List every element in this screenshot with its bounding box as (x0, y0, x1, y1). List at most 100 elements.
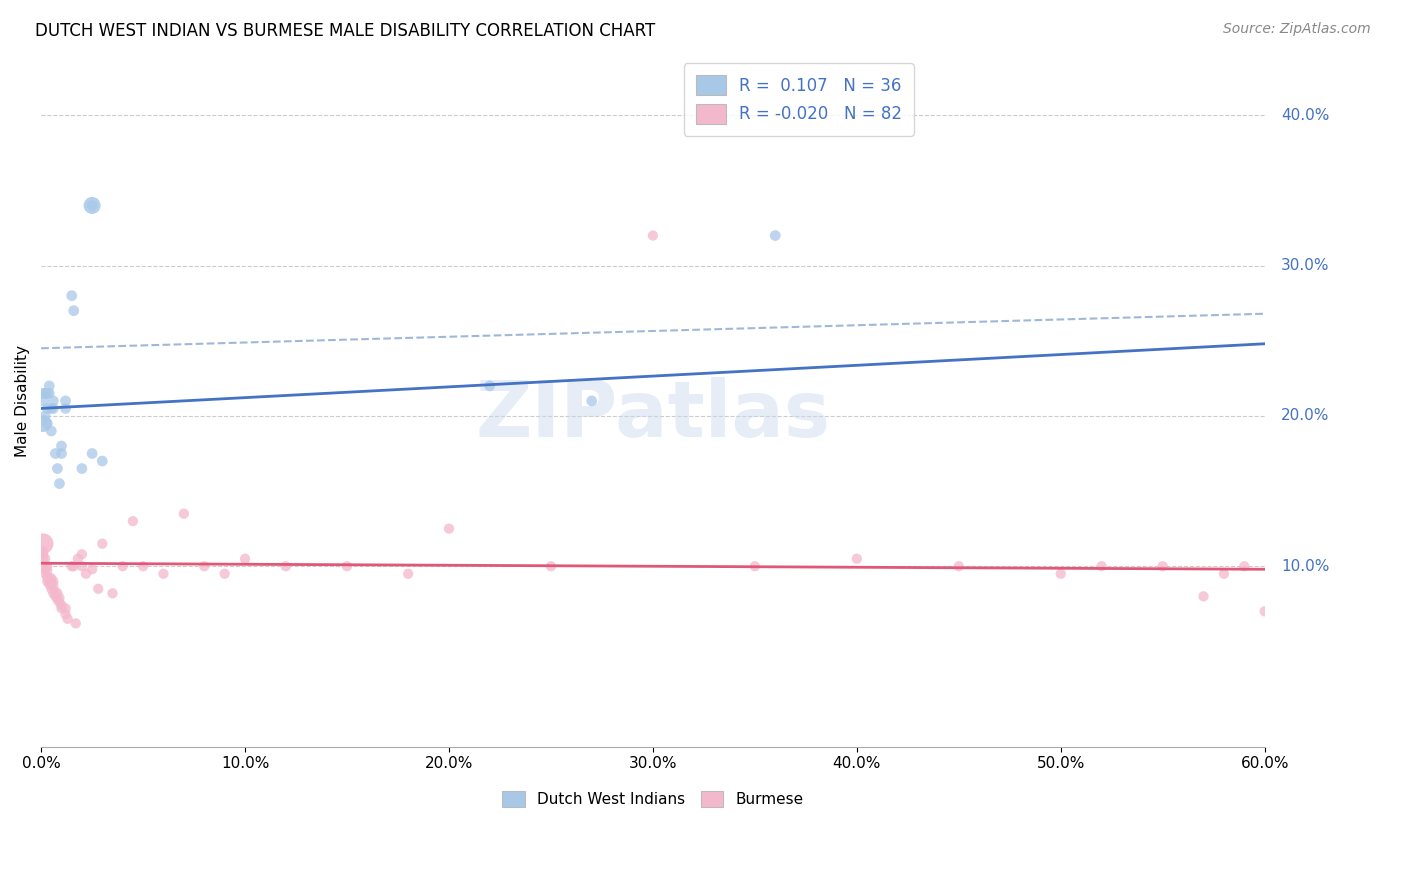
Point (32, 547, 55, 561)
Point (37, 570, 59, 584)
Point (46, 592, 69, 607)
Point (233, 551, 256, 566)
Point (641, 228, 664, 243)
Point (51, 601, 73, 615)
Point (122, 514, 145, 528)
Point (42, 586, 65, 600)
Point (34, 409, 56, 423)
Point (1212, 566, 1234, 581)
Point (37, 401, 59, 416)
Point (336, 559, 359, 574)
Point (82, 198, 104, 212)
Point (75, 566, 97, 581)
Point (34, 566, 56, 581)
Text: 30.0%: 30.0% (1281, 258, 1330, 273)
Point (1152, 559, 1174, 574)
Point (32, 393, 55, 408)
Point (101, 586, 124, 600)
Point (51, 599, 73, 613)
Point (32, 551, 55, 566)
Point (60, 288, 83, 302)
Point (32, 386, 55, 401)
Point (581, 393, 603, 408)
Point (44, 590, 66, 604)
Legend: Dutch West Indians, Burmese: Dutch West Indians, Burmese (495, 784, 811, 815)
Point (82, 198, 104, 212)
Point (37, 386, 59, 401)
Point (91, 454, 114, 468)
Point (744, 559, 766, 574)
Point (152, 566, 174, 581)
Point (193, 559, 215, 574)
Point (91, 537, 114, 551)
Point (274, 559, 297, 574)
Point (34, 386, 56, 401)
Point (396, 566, 419, 581)
Point (55, 393, 77, 408)
Point (845, 551, 868, 566)
Point (70, 461, 93, 475)
Point (87, 582, 110, 596)
Point (42, 393, 65, 408)
Point (48, 591, 70, 605)
Point (437, 522, 460, 536)
Point (62, 303, 84, 318)
Text: 20.0%: 20.0% (1281, 409, 1330, 424)
Point (34, 562, 56, 576)
Point (1090, 559, 1112, 574)
Text: DUTCH WEST INDIAN VS BURMESE MALE DISABILITY CORRELATION CHART: DUTCH WEST INDIAN VS BURMESE MALE DISABI… (35, 22, 655, 40)
Point (38, 577, 60, 591)
Point (42, 579, 65, 593)
Point (62, 559, 84, 574)
Point (70, 547, 93, 561)
Point (37, 559, 59, 574)
Point (44, 446, 66, 460)
Point (51, 446, 73, 460)
Point (70, 559, 93, 574)
Point (48, 595, 70, 609)
Point (37, 574, 59, 589)
Point (51, 439, 73, 453)
Point (1049, 566, 1071, 581)
Point (111, 559, 134, 574)
Point (39, 577, 62, 591)
Point (540, 559, 562, 574)
Point (66, 551, 89, 566)
Point (60, 559, 83, 574)
Point (173, 507, 195, 521)
Point (38, 571, 60, 585)
Point (42, 401, 65, 416)
Point (478, 379, 501, 393)
Point (1192, 590, 1215, 604)
Point (38, 379, 60, 393)
Point (948, 559, 970, 574)
Point (39, 574, 62, 589)
Point (39, 401, 62, 416)
Point (1233, 559, 1256, 574)
Point (32, 417, 55, 431)
Point (48, 476, 70, 491)
Point (32, 544, 55, 558)
Text: Source: ZipAtlas.com: Source: ZipAtlas.com (1223, 22, 1371, 37)
Point (82, 562, 104, 576)
Point (37, 564, 59, 578)
Point (56, 612, 79, 626)
Point (65, 616, 87, 631)
Point (39, 571, 62, 585)
Point (38, 386, 60, 401)
Text: 10.0%: 10.0% (1281, 558, 1330, 574)
Text: ZIPatlas: ZIPatlas (475, 376, 831, 453)
Text: 40.0%: 40.0% (1281, 108, 1330, 123)
Point (37, 417, 59, 431)
Point (763, 228, 786, 243)
Point (1254, 604, 1277, 618)
Point (44, 584, 66, 599)
Point (38, 574, 60, 589)
Point (82, 446, 104, 460)
Point (32, 537, 55, 551)
Point (132, 559, 155, 574)
Point (214, 566, 236, 581)
Point (55, 607, 77, 622)
Point (34, 559, 56, 574)
Point (39, 582, 62, 596)
